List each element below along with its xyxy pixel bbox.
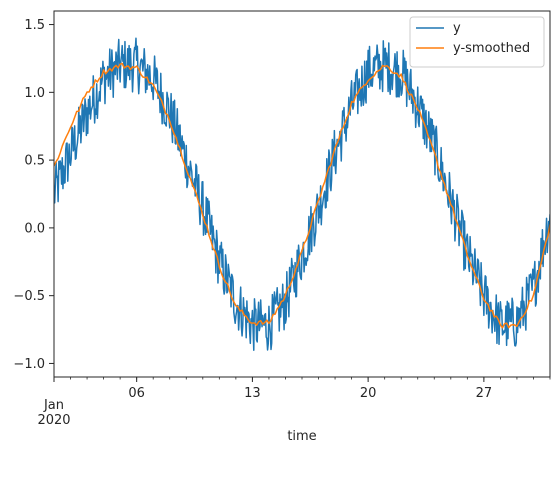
x-tick-label: 27: [476, 386, 493, 401]
plot-area: [54, 37, 550, 351]
x-tick-label: 13: [244, 386, 261, 401]
legend-label-y-smoothed: y-smoothed: [453, 41, 530, 56]
x-tick-label: 20: [360, 386, 377, 401]
x-axis-title: time: [287, 429, 316, 444]
y-tick-label: 0.0: [24, 221, 45, 236]
x-axis: 06 13 20 27: [53, 377, 551, 401]
y-tick-label: 1.5: [24, 18, 45, 33]
x-tick-month-label: Jan: [43, 398, 64, 413]
x-tick-label: 06: [128, 386, 145, 401]
legend: y y-smoothed: [409, 16, 545, 68]
x-tick-year-label: 2020: [37, 413, 70, 428]
legend-label-y: y: [453, 21, 461, 36]
series-group: [54, 37, 550, 351]
y-tick-label: 1.0: [24, 86, 45, 101]
y-tick-label: −0.5: [13, 289, 45, 304]
y-tick-label: −1.0: [13, 357, 45, 372]
y-tick-label: 0.5: [24, 154, 45, 169]
y-axis: −1.0 −0.5 0.0 0.5 1.0 1.5: [13, 18, 54, 372]
legend-frame: [409, 16, 545, 68]
series-line-y-smoothed: [54, 62, 550, 329]
